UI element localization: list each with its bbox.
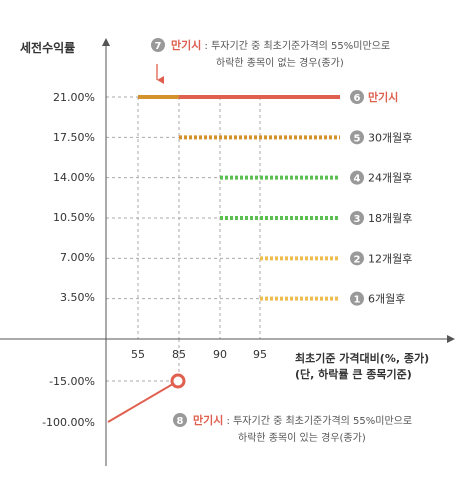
y-tick-labels: 21.00% 17.50% 14.00% 10.50% 7.00% 3.50% -15.00…: [42, 91, 95, 429]
annotation-7-highlight: 만기시: [171, 38, 201, 52]
annotation-8-highlight: 만기시: [193, 413, 223, 427]
series-badge-4: [350, 170, 364, 185]
y-tick-label: 21.00%: [53, 91, 95, 104]
series-lines: [138, 95, 340, 301]
series-badge-2: [350, 251, 364, 266]
series-badge-3: [350, 211, 364, 225]
x-tick-label: 90: [213, 348, 227, 361]
series-label: 6개월후: [368, 293, 405, 306]
series-label: 12개월후: [368, 252, 412, 265]
x-axis-subtitle: (단, 하락률 큰 종목기준): [295, 367, 412, 381]
series-badge-number: 2: [354, 254, 361, 265]
series-badge-1: [350, 291, 364, 306]
annotation-7-line2: 하락한 종목이 없는 경우(종가): [216, 56, 344, 69]
loss-line: [107, 380, 179, 423]
series-badge-number: 5: [354, 133, 361, 144]
y-tick-label: -15.00%: [49, 375, 95, 388]
series-badge-number: 4: [354, 174, 361, 185]
x-tick-label: 85: [172, 348, 186, 361]
series-badge-5: [350, 130, 364, 145]
y-tick-label: 7.00%: [60, 251, 95, 264]
y-tick-label: 3.50%: [60, 291, 95, 304]
gridlines: [106, 96, 261, 382]
annotation-7-badge: [151, 38, 165, 52]
annotation-7-line1-text: 만기시 : 투자기간 중 최초기준가격의 55%미만으로: [171, 38, 390, 52]
annotation-8-badge-number: 8: [177, 416, 184, 427]
series-label: 24개월후: [368, 172, 412, 185]
x-axis-arrow: [447, 335, 455, 343]
annotation-7-badge-number: 7: [155, 41, 162, 52]
annotation-8: 8 만기시 : 투자기간 중 최초기준가격의 55%미만으로 하락한 종목이 있…: [173, 413, 412, 444]
series-label: 만기시: [368, 90, 398, 104]
x-axis-title: 최초기준 가격대비(%, 종가): [295, 351, 429, 365]
y-tick-label: 10.50%: [53, 211, 95, 224]
series-label: 18개월후: [368, 212, 412, 225]
y-tick-label: -100.00%: [42, 416, 95, 429]
y-tick-label: 14.00%: [53, 171, 95, 184]
series-label: 30개월후: [368, 131, 412, 144]
series-badge-number: 1: [354, 295, 361, 306]
series-labels: 6 만기시 5 30개월후 4 24개월후 3 18개월후 2 12개월후 1 6개월후: [350, 90, 412, 306]
annotation-8-line2: 하락한 종목이 있는 경우(종가): [238, 431, 366, 444]
series-badge-6: [350, 90, 364, 104]
annotation-8-line1-text: 만기시 : 투자기간 중 최초기준가격의 55%미만으로: [193, 413, 412, 427]
series-badge-number: 6: [354, 93, 361, 104]
annotation-8-badge: [173, 413, 187, 427]
annotation-7: 7 만기시 : 투자기간 중 최초기준가격의 55%미만으로 하락한 종목이 없…: [151, 38, 390, 69]
y-tick-label: 17.50%: [53, 131, 95, 144]
series-badge-number: 3: [354, 214, 361, 225]
annotation-8-line1: : 투자기간 중 최초기준가격의 55%미만으로: [223, 414, 412, 427]
y-axis-arrow: [102, 38, 110, 46]
annotation-7-line1: : 투자기간 중 최초기준가격의 55%미만으로: [201, 39, 390, 52]
x-tick-labels: 55 85 90 95: [131, 348, 267, 361]
x-tick-label: 95: [253, 348, 267, 361]
loss-point-marker: [170, 373, 186, 389]
x-tick-label: 55: [131, 348, 145, 361]
y-axis-title: 세전수익률: [20, 40, 75, 55]
